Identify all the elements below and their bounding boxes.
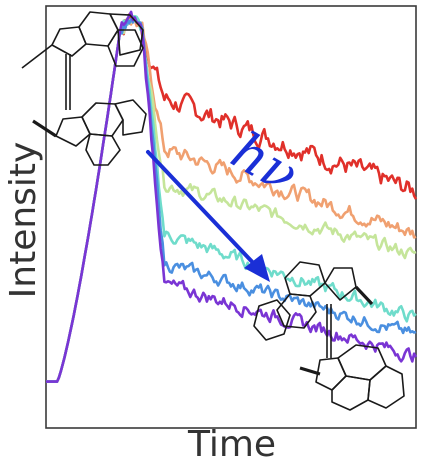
series-line-5	[46, 15, 417, 383]
series-line-6	[46, 10, 418, 383]
series-layer	[46, 10, 418, 383]
molecule-icon-bottom	[253, 261, 405, 411]
plot-frame	[45, 5, 417, 429]
x-axis-label: Time	[187, 424, 276, 464]
series-line-2	[46, 17, 417, 383]
arrow-line	[146, 150, 260, 270]
arrow-head-icon	[244, 254, 270, 282]
molecule-icon-top	[21, 11, 147, 166]
y-axis-label: Intensity	[3, 142, 44, 299]
